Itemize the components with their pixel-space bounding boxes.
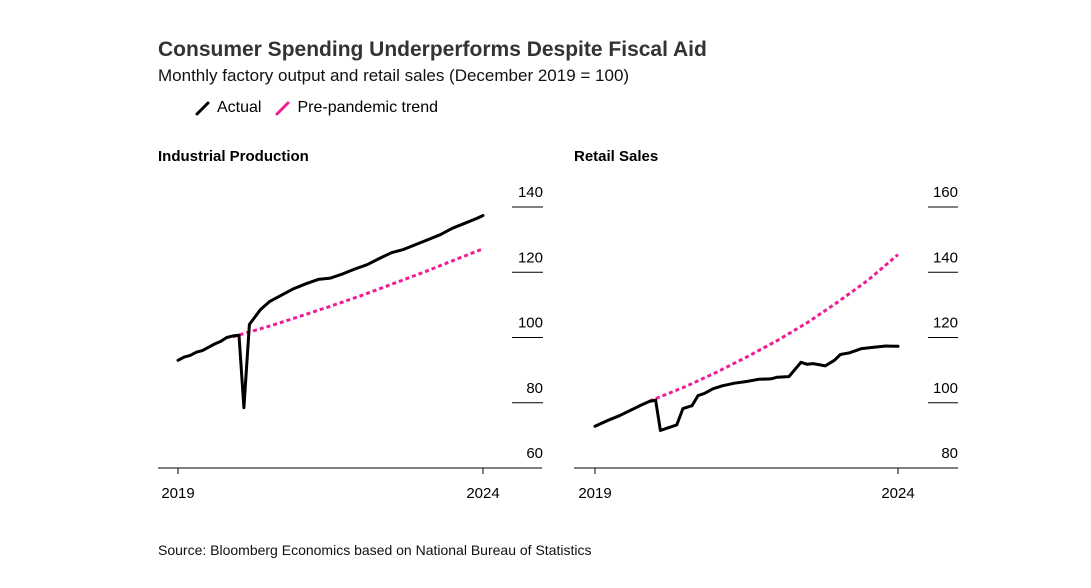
panel-title-retail-sales: Retail Sales xyxy=(574,148,659,165)
y-tick-label: 100 xyxy=(933,380,958,397)
y-tick-label: 80 xyxy=(526,380,543,397)
legend-item-trend: Pre-pandemic trend xyxy=(275,99,438,117)
trend-line-swatch xyxy=(275,101,290,116)
y-tick-label: 80 xyxy=(941,445,958,462)
industrial-production-chart: 140 120 100 80 60 2019 2024 xyxy=(158,184,543,502)
legend-label-actual: Actual xyxy=(217,99,262,116)
chart-title: Consumer Spending Underperforms Despite … xyxy=(158,38,707,61)
x-tick-label: 2024 xyxy=(881,485,914,502)
y-tick-label: 120 xyxy=(933,315,958,332)
panel-title-industrial-production: Industrial Production xyxy=(158,148,309,165)
y-tick-label: 160 xyxy=(933,184,958,201)
series-line-actual xyxy=(176,214,485,410)
source-note: Source: Bloomberg Economics based on Nat… xyxy=(158,542,592,558)
y-tick-label: 140 xyxy=(933,249,958,266)
legend: Actual Pre-pandemic trend xyxy=(195,99,452,117)
retail-sales-chart: 160 140 120 100 80 2019 2024 xyxy=(574,184,958,502)
legend-label-trend: Pre-pandemic trend xyxy=(297,99,438,116)
x-tick-label: 2019 xyxy=(578,485,611,502)
series-line-pre-pandemic-trend xyxy=(648,253,899,403)
y-tick-label: 100 xyxy=(518,315,543,332)
y-tick-label: 140 xyxy=(518,184,543,201)
y-tick-label: 60 xyxy=(526,445,543,462)
x-tick-label: 2019 xyxy=(161,485,194,502)
chart-subtitle: Monthly factory output and retail sales … xyxy=(158,66,630,85)
y-tick-label: 120 xyxy=(518,249,543,266)
series-line-actual xyxy=(593,344,900,432)
x-tick-label: 2024 xyxy=(466,485,499,502)
series-line-pre-pandemic-trend xyxy=(232,247,484,339)
legend-item-actual: Actual xyxy=(195,99,261,117)
actual-line-swatch xyxy=(195,101,210,116)
